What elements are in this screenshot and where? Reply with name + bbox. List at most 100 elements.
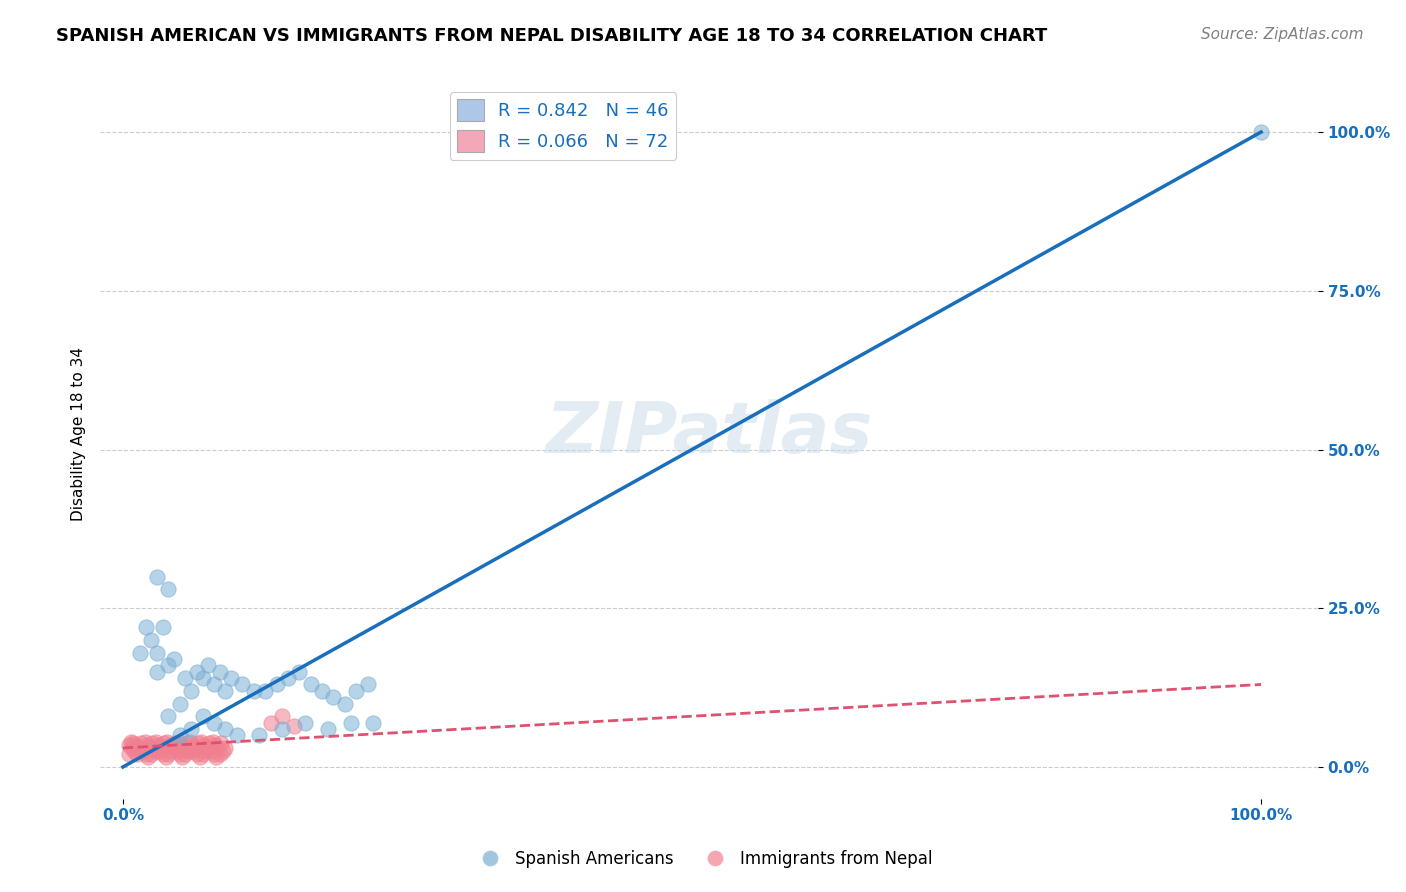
Point: [163, 741, 186, 756]
Point: [157, 709, 180, 723]
Point: [127, 739, 149, 754]
Point: [197, 658, 219, 673]
Point: [135, 620, 157, 634]
Point: [169, 697, 191, 711]
Point: [195, 739, 218, 754]
Legend: R = 0.842   N = 46, R = 0.066   N = 72: R = 0.842 N = 46, R = 0.066 N = 72: [450, 92, 676, 160]
Point: [180, 741, 202, 756]
Point: [165, 736, 187, 750]
Point: [146, 569, 169, 583]
Point: [202, 715, 225, 730]
Point: [174, 747, 197, 762]
Point: [169, 728, 191, 742]
Point: [208, 665, 231, 679]
Point: [249, 728, 271, 742]
Point: [344, 683, 367, 698]
Point: [288, 665, 311, 679]
Point: [125, 747, 148, 762]
Point: [169, 747, 191, 762]
Point: [156, 734, 179, 748]
Point: [124, 744, 146, 758]
Point: [146, 646, 169, 660]
Point: [193, 738, 215, 752]
Text: SPANISH AMERICAN VS IMMIGRANTS FROM NEPAL DISABILITY AGE 18 TO 34 CORRELATION CH: SPANISH AMERICAN VS IMMIGRANTS FROM NEPA…: [56, 27, 1047, 45]
Point: [135, 738, 157, 752]
Point: [214, 722, 236, 736]
Point: [148, 738, 170, 752]
Point: [146, 665, 169, 679]
Point: [179, 734, 201, 748]
Point: [180, 722, 202, 736]
Point: [177, 744, 200, 758]
Point: [190, 734, 212, 748]
Point: [311, 683, 333, 698]
Point: [339, 715, 361, 730]
Point: [205, 750, 228, 764]
Point: [186, 747, 208, 762]
Point: [129, 646, 152, 660]
Point: [134, 734, 156, 748]
Point: [183, 744, 205, 758]
Point: [174, 671, 197, 685]
Y-axis label: Disability Age 18 to 34: Disability Age 18 to 34: [72, 347, 86, 521]
Point: [201, 744, 224, 758]
Point: [260, 715, 283, 730]
Point: [167, 734, 190, 748]
Text: Source: ZipAtlas.com: Source: ZipAtlas.com: [1201, 27, 1364, 42]
Point: [157, 658, 180, 673]
Point: [141, 633, 163, 648]
Point: [209, 736, 232, 750]
Point: [271, 722, 294, 736]
Point: [271, 709, 294, 723]
Point: [117, 747, 139, 762]
Point: [141, 747, 163, 762]
Point: [187, 736, 209, 750]
Point: [243, 683, 266, 698]
Point: [120, 734, 142, 748]
Point: [124, 738, 146, 752]
Point: [135, 747, 157, 762]
Point: [191, 709, 214, 723]
Point: [129, 741, 152, 756]
Point: [363, 715, 385, 730]
Point: [188, 750, 211, 764]
Legend: Spanish Americans, Immigrants from Nepal: Spanish Americans, Immigrants from Nepal: [467, 844, 939, 875]
Point: [214, 741, 236, 756]
Point: [132, 744, 155, 758]
Point: [254, 683, 277, 698]
Point: [181, 738, 204, 752]
Point: [299, 677, 322, 691]
Point: [333, 697, 356, 711]
Point: [294, 715, 316, 730]
Point: [198, 736, 221, 750]
Point: [152, 747, 174, 762]
Point: [204, 738, 226, 752]
Point: [1250, 125, 1272, 139]
Point: [207, 739, 229, 754]
Point: [138, 739, 160, 754]
Point: [266, 677, 288, 691]
Point: [316, 722, 339, 736]
Point: [159, 738, 181, 752]
Point: [176, 736, 198, 750]
Text: ZIPatlas: ZIPatlas: [546, 399, 873, 468]
Point: [191, 671, 214, 685]
Point: [183, 739, 205, 754]
Point: [225, 728, 247, 742]
Point: [214, 683, 236, 698]
Point: [155, 750, 177, 764]
Point: [231, 677, 253, 691]
Point: [122, 736, 145, 750]
Point: [356, 677, 378, 691]
Point: [202, 747, 225, 762]
Point: [152, 620, 174, 634]
Point: [157, 747, 180, 762]
Point: [160, 739, 183, 754]
Point: [148, 744, 170, 758]
Point: [322, 690, 344, 705]
Point: [180, 683, 202, 698]
Point: [145, 734, 167, 748]
Point: [194, 744, 217, 758]
Point: [136, 750, 159, 764]
Point: [283, 719, 305, 733]
